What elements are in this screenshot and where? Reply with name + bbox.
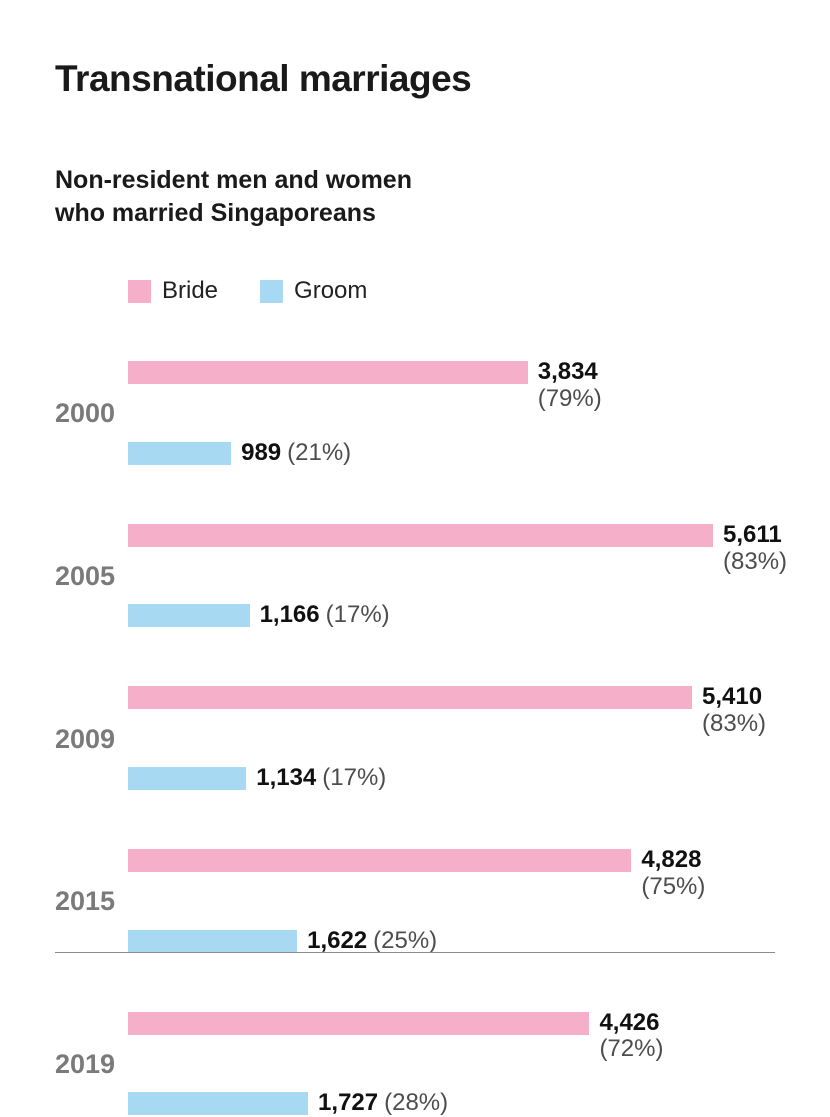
bride-bar-line: 5,410(83%) — [128, 686, 713, 738]
bride-value: 5,611 — [723, 522, 787, 549]
groom-percent: (28%) — [384, 1089, 448, 1116]
bride-percent: (75%) — [641, 874, 705, 901]
groom-bar — [128, 442, 231, 465]
bride-bar — [128, 686, 692, 709]
groom-bar-line: 1,166(17%) — [128, 602, 713, 629]
bride-value: 3,834 — [538, 359, 602, 386]
groom-bar-label: 1,727(28%) — [318, 1090, 448, 1117]
bride-value: 5,410 — [702, 684, 766, 711]
chart-page: Transnational marriages Non-resident men… — [0, 0, 830, 973]
year-label: 2009 — [55, 686, 128, 792]
bottom-rule — [55, 952, 775, 953]
groom-percent: (21%) — [287, 439, 351, 466]
groom-value: 989 — [241, 439, 281, 466]
year-label: 2019 — [55, 1012, 128, 1117]
groom-bar-label: 989(21%) — [241, 440, 351, 467]
chart-title: Transnational marriages — [55, 58, 775, 100]
bride-bar-line: 4,828(75%) — [128, 849, 713, 901]
bars-area: 5,611(83%) 1,166(17%) — [128, 524, 713, 630]
bride-percent: (83%) — [723, 549, 787, 576]
legend-item-groom: Groom — [260, 277, 367, 305]
groom-bar-line: 1,622(25%) — [128, 928, 713, 955]
bride-value: 4,828 — [641, 847, 705, 874]
chart-subtitle-line1: Non-resident men and women — [55, 164, 775, 197]
groom-bar — [128, 604, 250, 627]
groom-bar-label: 1,134(17%) — [256, 765, 386, 792]
groom-value: 1,622 — [307, 927, 367, 954]
bride-bar-label: 4,828(75%) — [641, 847, 705, 901]
bars-area: 4,828(75%) 1,622(25%) — [128, 849, 713, 955]
bride-bar-label: 3,834(79%) — [538, 359, 602, 413]
year-group-2015: 2015 4,828(75%) 1,622(25%) — [55, 849, 775, 955]
groom-bar — [128, 930, 297, 953]
bride-bar-label: 4,426(72%) — [599, 1010, 663, 1064]
bars-area: 5,410(83%) 1,134(17%) — [128, 686, 713, 792]
groom-bar — [128, 1092, 308, 1115]
groom-bar-label: 1,166(17%) — [260, 602, 390, 629]
groom-value: 1,727 — [318, 1089, 378, 1116]
groom-bar-line: 1,134(17%) — [128, 765, 713, 792]
bride-bar-line: 4,426(72%) — [128, 1012, 713, 1064]
year-label: 2015 — [55, 849, 128, 955]
legend-item-bride: Bride — [128, 277, 218, 305]
year-group-2000: 2000 3,834(79%) 989(21%) — [55, 361, 775, 467]
bride-bar — [128, 524, 713, 547]
year-group-2019: 2019 4,426(72%) 1,727(28%) — [55, 1012, 775, 1117]
groom-value: 1,166 — [260, 601, 320, 628]
bride-bar — [128, 1012, 589, 1035]
groom-swatch-icon — [260, 280, 283, 303]
bride-swatch-icon — [128, 280, 151, 303]
bride-bar — [128, 849, 631, 872]
bride-bar — [128, 361, 528, 384]
chart-subtitle: Non-resident men and women who married S… — [55, 164, 775, 229]
year-label: 2000 — [55, 361, 128, 467]
legend: Bride Groom — [128, 277, 775, 305]
bride-bar-label: 5,611(83%) — [723, 522, 787, 576]
bride-percent: (83%) — [702, 711, 766, 738]
groom-percent: (17%) — [326, 601, 390, 628]
bride-bar-line: 3,834(79%) — [128, 361, 713, 413]
year-label: 2005 — [55, 524, 128, 630]
bride-bar-line: 5,611(83%) — [128, 524, 713, 576]
groom-bar-line: 989(21%) — [128, 440, 713, 467]
chart-subtitle-line2: who married Singaporeans — [55, 197, 775, 230]
groom-value: 1,134 — [256, 764, 316, 791]
bride-percent: (79%) — [538, 386, 602, 413]
groom-percent: (17%) — [322, 764, 386, 791]
groom-bar — [128, 767, 246, 790]
groom-bar-label: 1,622(25%) — [307, 928, 437, 955]
bride-percent: (72%) — [599, 1036, 663, 1063]
bars-area: 3,834(79%) 989(21%) — [128, 361, 713, 467]
legend-label: Bride — [162, 277, 218, 305]
groom-bar-line: 1,727(28%) — [128, 1090, 713, 1117]
bride-bar-label: 5,410(83%) — [702, 684, 766, 738]
groom-percent: (25%) — [373, 927, 437, 954]
legend-label: Groom — [294, 277, 367, 305]
bars-area: 4,426(72%) 1,727(28%) — [128, 1012, 713, 1117]
